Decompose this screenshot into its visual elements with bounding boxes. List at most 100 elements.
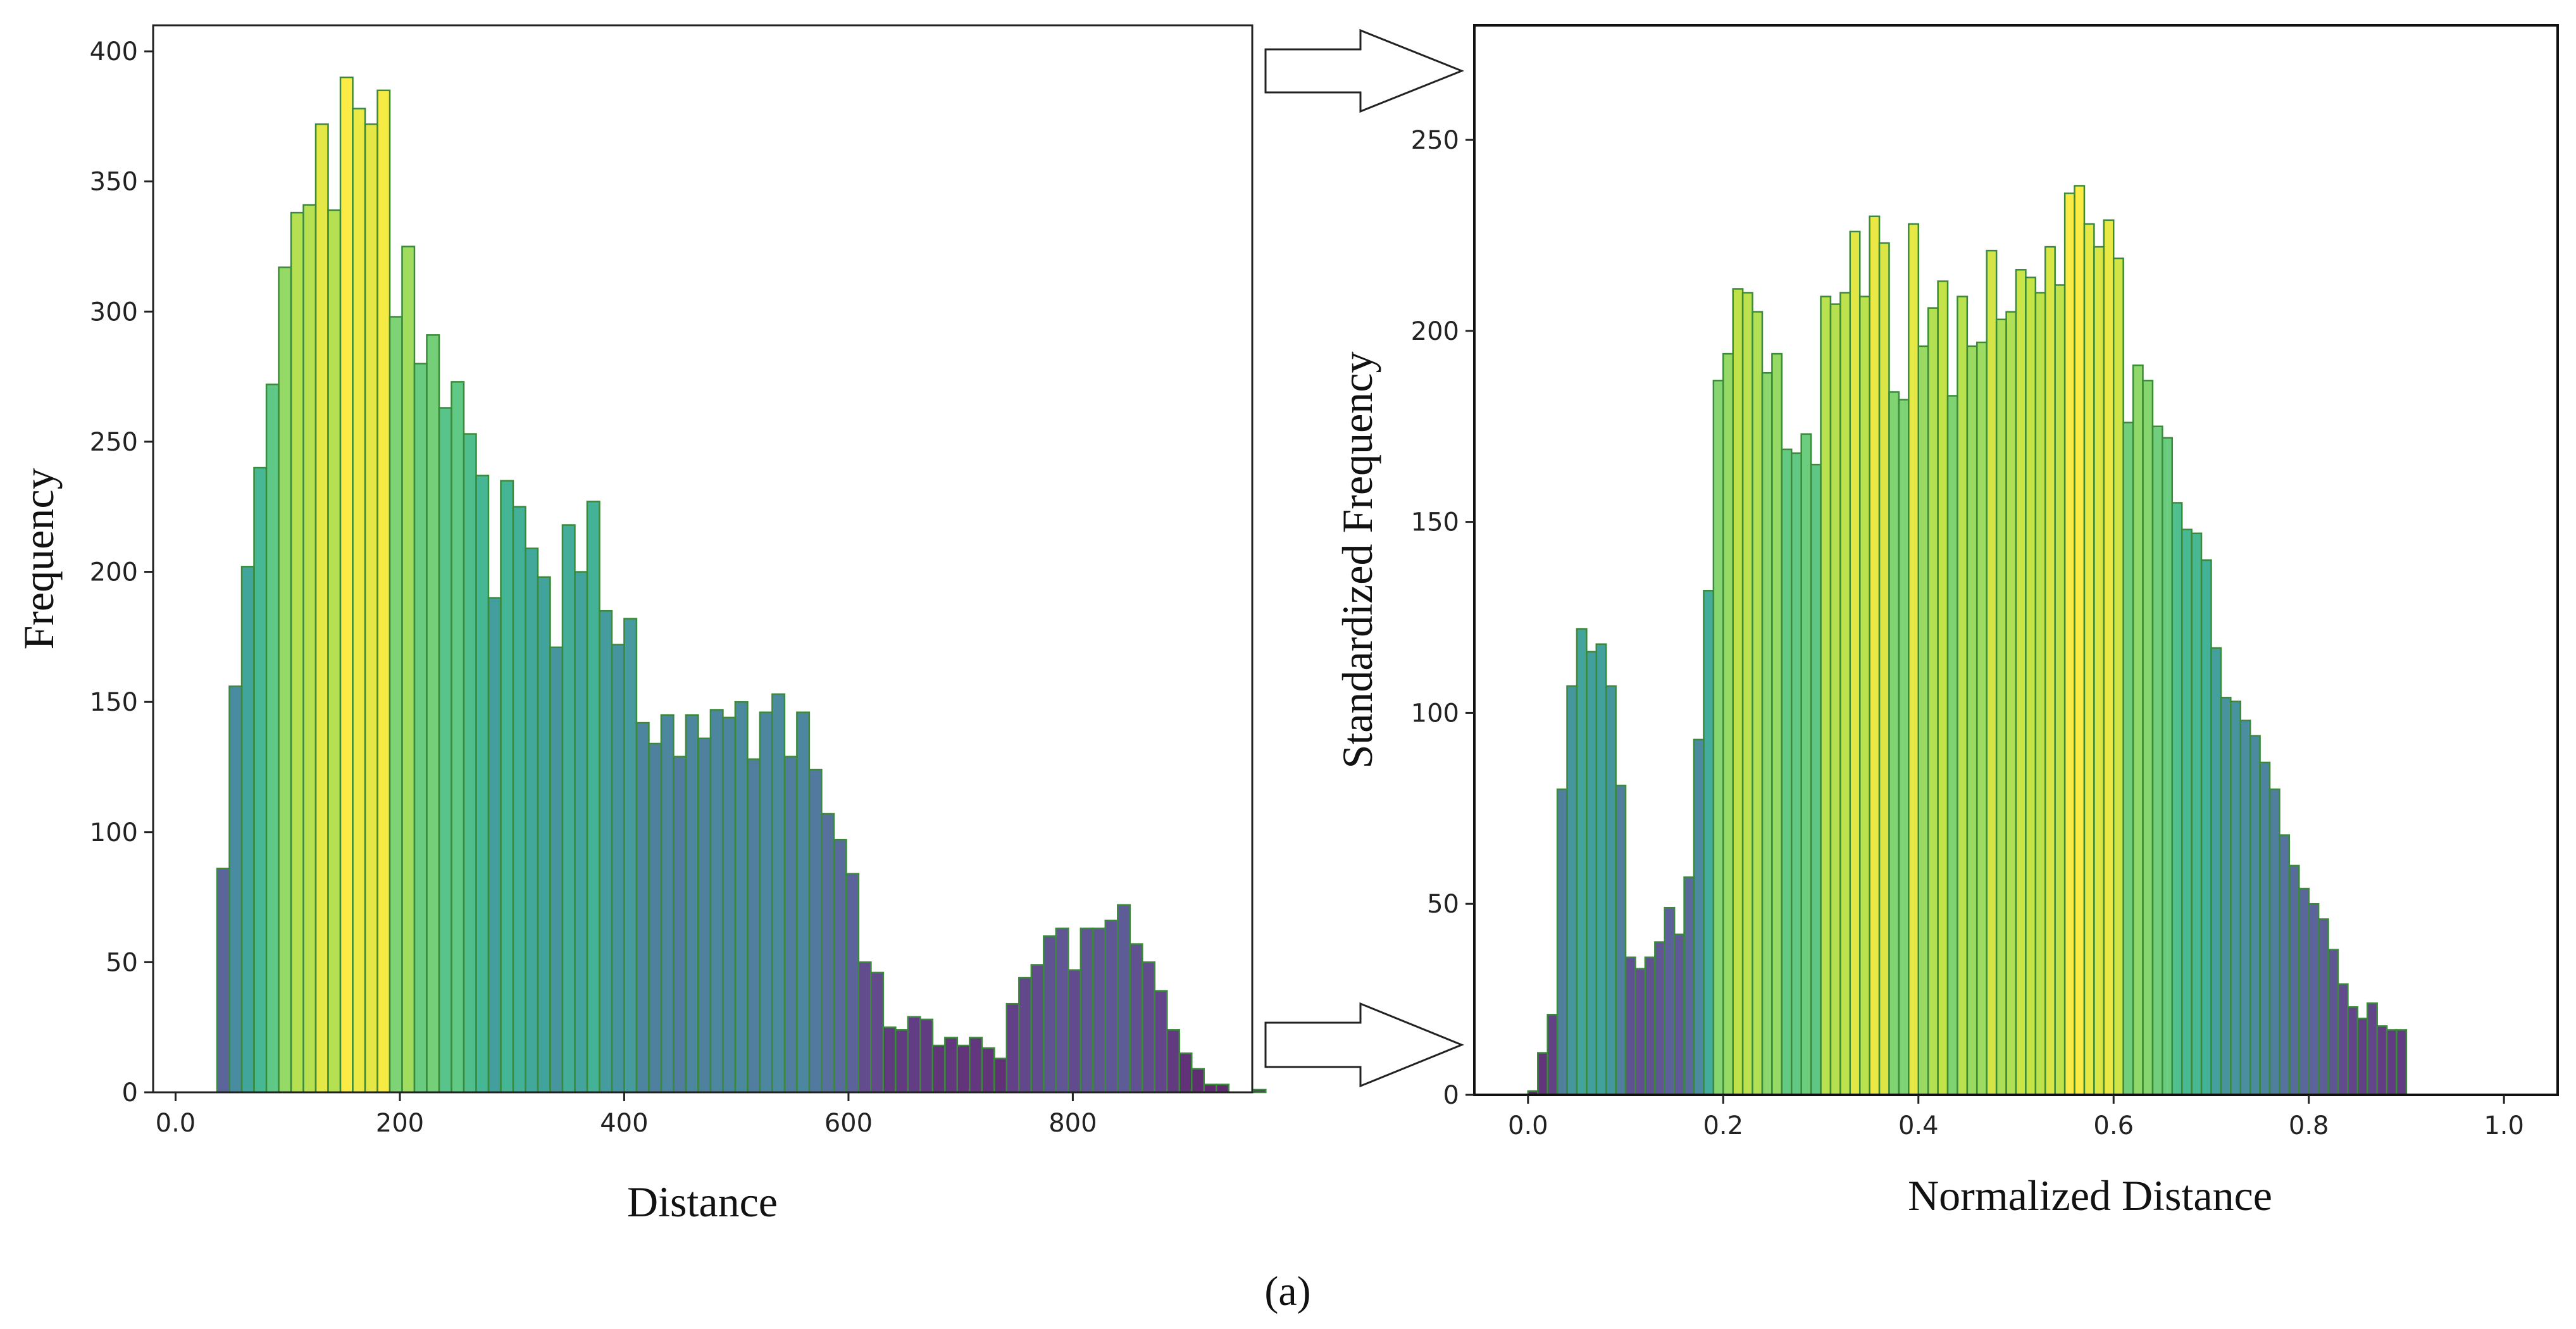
arrow-right-upper-icon — [1264, 28, 1465, 113]
histogram-bar — [808, 768, 823, 1094]
histogram-bar — [1995, 318, 2007, 1096]
right-plot-frame — [1473, 24, 2559, 1096]
histogram-bar — [783, 756, 798, 1094]
histogram-bar — [487, 597, 502, 1094]
histogram-bar — [1178, 1052, 1193, 1094]
histogram-bar — [1986, 249, 1998, 1096]
histogram-bar — [512, 506, 526, 1094]
arrow-right-lower-icon — [1264, 1002, 1464, 1088]
histogram-bar — [857, 961, 872, 1094]
y-tick-label: 200 — [1411, 317, 1459, 346]
histogram-bar — [2259, 761, 2271, 1096]
left-ticks: 0.0 200 400 600 800 0 50 100 150 200 250 300 350 400 — [90, 37, 1097, 1138]
histogram-bar — [1752, 311, 1764, 1096]
histogram-bar — [685, 714, 699, 1094]
histogram-bar — [1741, 292, 1753, 1096]
histogram-bar — [944, 1037, 959, 1094]
histogram-bar — [2210, 647, 2222, 1096]
histogram-bar — [2268, 788, 2280, 1096]
histogram-bar — [1732, 288, 1744, 1096]
histogram-bar — [1820, 296, 1832, 1096]
histogram-bar — [2034, 292, 2046, 1096]
histogram-bar — [2376, 1025, 2388, 1096]
histogram-bar — [1605, 685, 1617, 1096]
right-x-axis-title: Normalized Distance — [1908, 1171, 2272, 1220]
histogram-bar — [1644, 956, 1656, 1096]
histogram-bar — [537, 576, 551, 1094]
histogram-bar — [747, 758, 761, 1094]
histogram-bar — [2103, 219, 2115, 1096]
histogram-bar — [1957, 296, 1969, 1096]
histogram-bar — [845, 873, 860, 1094]
histogram-bar — [1966, 345, 1978, 1096]
histogram-bar — [2083, 223, 2095, 1096]
x-tick-label: 0.6 — [2093, 1111, 2134, 1140]
x-tick-label: 1.0 — [2484, 1111, 2524, 1140]
histogram-bar — [1781, 448, 1793, 1096]
histogram-bar — [981, 1047, 995, 1094]
y-tick-label: 0 — [1443, 1081, 1459, 1110]
histogram-bar — [500, 480, 514, 1094]
histogram-bar — [2132, 364, 2144, 1096]
histogram-bar — [574, 571, 588, 1094]
histogram-bar — [969, 1037, 983, 1094]
histogram-bar — [1005, 1002, 1020, 1094]
histogram-bar — [1018, 976, 1033, 1094]
histogram-bar — [216, 868, 230, 1094]
histogram-bar — [1576, 628, 1588, 1096]
histogram-bar — [1546, 1014, 1559, 1096]
histogram-bar — [413, 363, 428, 1094]
histogram-bar — [1142, 961, 1156, 1094]
histogram-bar — [2356, 1018, 2368, 1096]
histogram-bar — [919, 1018, 934, 1094]
histogram-bar — [549, 646, 564, 1094]
left-x-axis-title: Distance — [627, 1178, 778, 1226]
histogram-bar — [895, 1029, 909, 1094]
histogram-bar — [1092, 927, 1107, 1094]
histogram-bar — [240, 566, 255, 1094]
histogram-bar — [1693, 739, 1705, 1096]
histogram-bar — [2122, 421, 2134, 1096]
histogram-bar — [2347, 1006, 2359, 1096]
histogram-bar — [2171, 502, 2183, 1096]
y-tick-label: 50 — [1427, 890, 1459, 919]
histogram-bar — [1055, 927, 1069, 1094]
histogram-bar — [635, 721, 650, 1094]
histogram-bar — [611, 644, 625, 1094]
histogram-bar — [956, 1044, 971, 1094]
histogram-bar — [1712, 380, 1724, 1096]
histogram-bar — [796, 711, 811, 1094]
y-tick-label: 300 — [90, 297, 138, 327]
histogram-bar — [2317, 918, 2329, 1096]
histogram-bar — [265, 384, 280, 1094]
histogram-bar — [697, 737, 712, 1094]
histogram-bar — [451, 381, 465, 1094]
histogram-bar — [833, 839, 847, 1094]
histogram-bar — [314, 123, 329, 1094]
histogram-bar — [1908, 223, 1920, 1096]
histogram-bar — [302, 204, 317, 1094]
histogram-bar — [1615, 784, 1627, 1096]
histogram-bar — [278, 266, 292, 1094]
histogram-bar — [1556, 788, 1568, 1096]
x-tick-label: 0.4 — [1898, 1111, 1939, 1140]
histogram-bar — [2249, 735, 2261, 1096]
histogram-bar — [870, 971, 885, 1094]
histogram-bar — [882, 1026, 897, 1094]
x-tick-label: 0.0 — [1508, 1111, 1548, 1140]
histogram-bar — [2044, 246, 2056, 1096]
histogram-bar — [722, 716, 737, 1094]
histogram-bar — [1030, 964, 1045, 1094]
x-tick-label: 800 — [1048, 1109, 1097, 1138]
histogram-bar — [1898, 399, 1910, 1096]
histogram-bar — [475, 475, 490, 1094]
y-tick-label: 400 — [90, 37, 138, 66]
histogram-bar — [2063, 192, 2075, 1096]
histogram-bar — [2337, 983, 2349, 1096]
histogram-bar — [327, 209, 342, 1094]
histogram-bar — [376, 89, 391, 1094]
histogram-bar — [2191, 532, 2203, 1096]
histogram-bar — [1067, 969, 1082, 1094]
histogram-bar — [2162, 437, 2174, 1096]
